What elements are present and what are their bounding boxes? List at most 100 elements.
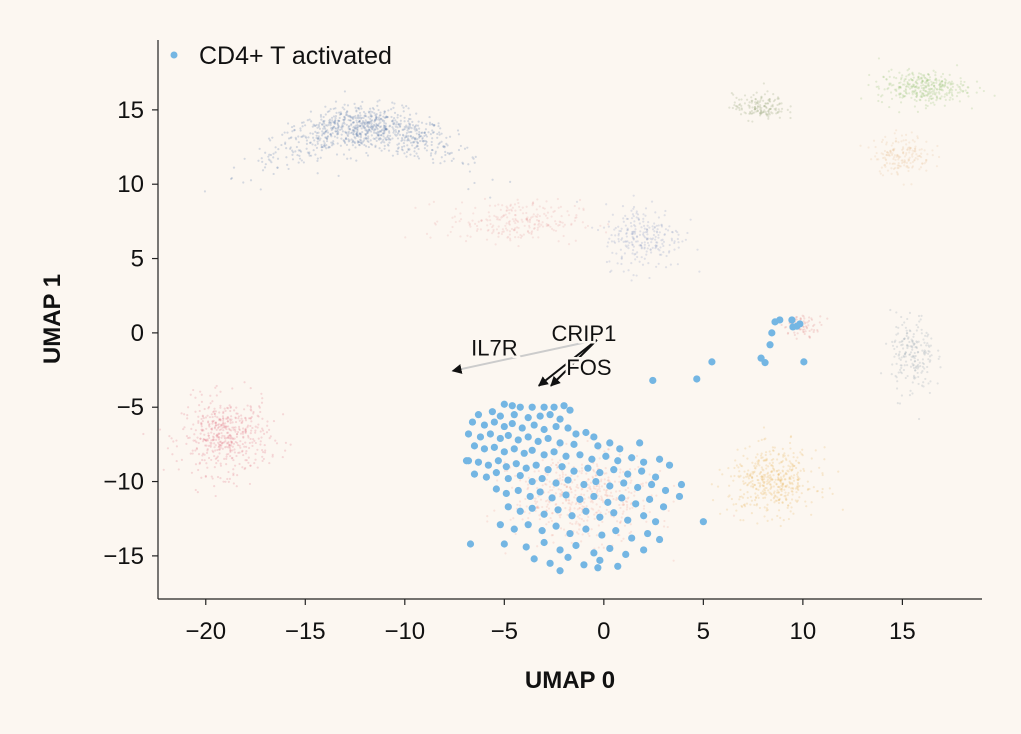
background-point	[750, 476, 754, 479]
background-point	[897, 158, 900, 161]
x-tick-label: 10	[790, 618, 817, 645]
background-point	[442, 145, 445, 148]
background-point	[914, 81, 917, 84]
background-point	[521, 212, 525, 215]
background-point	[892, 162, 895, 165]
background-point	[619, 248, 622, 251]
background-point	[525, 205, 528, 208]
background-point	[498, 218, 502, 221]
background-point	[360, 142, 364, 145]
background-point	[346, 134, 350, 138]
background-point	[606, 479, 609, 482]
background-point	[205, 427, 208, 430]
background-point	[593, 513, 596, 516]
background-point	[632, 230, 636, 233]
background-point	[750, 112, 753, 115]
background-point	[336, 123, 339, 126]
background-point	[343, 140, 346, 143]
background-point	[604, 231, 608, 234]
background-point	[903, 89, 906, 93]
background-point	[923, 87, 926, 90]
background-point	[776, 111, 779, 115]
background-point	[493, 509, 496, 512]
background-point	[908, 147, 912, 150]
background-point	[325, 137, 329, 141]
background-point	[192, 439, 195, 442]
background-point	[929, 380, 932, 383]
background-point	[910, 86, 913, 89]
background-point	[922, 352, 926, 355]
background-point	[768, 450, 771, 453]
background-point	[927, 87, 930, 91]
background-point	[640, 244, 643, 248]
background-point	[598, 457, 601, 460]
background-point	[496, 479, 499, 482]
background-point	[904, 89, 908, 92]
background-point	[394, 125, 397, 128]
background-point	[607, 476, 610, 479]
background-point	[920, 91, 924, 95]
background-point	[894, 352, 898, 356]
background-point	[906, 343, 909, 347]
background-point	[329, 133, 333, 137]
background-point	[224, 437, 227, 440]
background-point	[509, 180, 512, 183]
background-point	[314, 130, 317, 133]
background-point	[218, 411, 221, 414]
background-point	[342, 153, 346, 156]
background-point	[877, 99, 880, 103]
background-point	[746, 457, 749, 460]
background-point	[923, 351, 926, 354]
background-point	[810, 513, 813, 516]
background-point	[235, 485, 238, 488]
data-point	[510, 445, 518, 453]
background-point	[899, 358, 902, 361]
background-point	[378, 126, 382, 129]
background-point	[401, 149, 404, 152]
background-point	[611, 495, 614, 498]
background-point	[657, 216, 660, 219]
background-point	[578, 506, 581, 510]
background-point	[923, 94, 926, 97]
background-point	[789, 111, 792, 114]
background-point	[927, 349, 930, 353]
background-point	[771, 461, 774, 464]
background-point	[935, 95, 938, 98]
background-point	[430, 152, 433, 155]
background-point	[416, 142, 419, 145]
background-point	[302, 121, 305, 124]
background-point	[331, 126, 334, 129]
background-point	[509, 203, 512, 206]
background-point	[354, 114, 357, 118]
background-point	[779, 461, 783, 464]
background-point	[796, 475, 799, 478]
background-point	[249, 387, 252, 390]
background-point	[892, 167, 896, 171]
background-point	[200, 476, 203, 479]
background-point	[949, 82, 952, 85]
background-point	[644, 207, 648, 210]
background-point	[753, 106, 757, 109]
background-point	[915, 346, 919, 350]
background-point	[617, 237, 620, 241]
background-point	[341, 125, 345, 128]
background-point	[617, 225, 620, 228]
background-point	[304, 135, 307, 138]
background-point	[917, 340, 920, 343]
background-point	[738, 108, 741, 112]
background-point	[915, 153, 918, 156]
background-point	[913, 98, 916, 101]
background-point	[200, 423, 203, 426]
background-point	[904, 95, 907, 98]
background-point	[749, 503, 752, 506]
background-point	[352, 131, 355, 134]
background-point	[397, 142, 401, 145]
background-point	[899, 370, 902, 374]
background-point	[766, 102, 770, 105]
background-point	[769, 107, 772, 110]
background-point	[386, 135, 389, 139]
background-point	[516, 220, 520, 224]
background-point	[867, 146, 870, 149]
background-point	[325, 144, 328, 147]
data-point	[572, 541, 580, 550]
